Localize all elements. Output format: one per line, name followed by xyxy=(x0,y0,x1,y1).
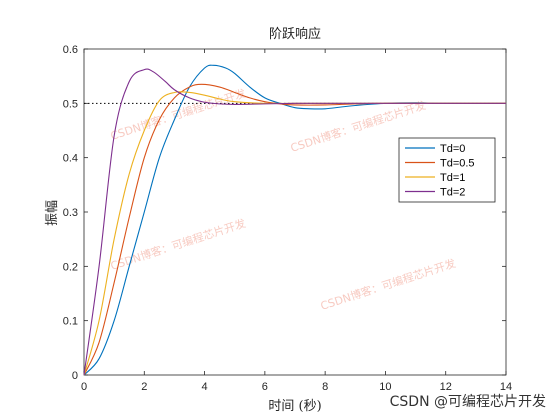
y-tick-label: 0.5 xyxy=(63,98,78,110)
x-tick-label: 10 xyxy=(379,381,391,393)
y-tick-label: 0 xyxy=(72,370,78,382)
footer-credit: CSDN @可编程芯片开发 xyxy=(390,394,546,410)
chart-title: 阶跃响应 xyxy=(269,26,321,42)
y-tick-label: 0.6 xyxy=(63,44,78,56)
y-tick-label: 0.1 xyxy=(63,316,78,328)
legend-label: Td=0.5 xyxy=(440,158,475,170)
legend: Td=0 Td=0.5 Td=1 Td=2 xyxy=(398,137,496,203)
legend-label: Td=1 xyxy=(440,172,465,184)
x-axis-label: 时间 (秒) xyxy=(268,399,321,414)
x-axis: 0 2 4 6 8 10 12 14 xyxy=(81,49,512,393)
x-tick-label: 12 xyxy=(440,381,452,393)
series-line-td-0-5 xyxy=(83,83,506,376)
y-tick-label: 0.2 xyxy=(63,261,78,273)
y-axis-label: 振幅 xyxy=(45,200,60,226)
legend-label: Td=2 xyxy=(440,187,465,199)
legend-label: Td=0 xyxy=(440,143,465,155)
y-axis: 0 0.1 0.2 0.3 0.4 0.5 0.6 xyxy=(63,44,506,382)
y-tick-label: 0.4 xyxy=(63,153,78,165)
x-tick-label: 14 xyxy=(500,381,512,393)
x-tick-label: 2 xyxy=(141,381,147,393)
x-tick-label: 8 xyxy=(322,381,328,393)
series-line-td-2 xyxy=(83,68,506,376)
y-tick-label: 0.3 xyxy=(63,207,78,219)
series-line-td-0 xyxy=(83,64,507,376)
plot-area xyxy=(83,48,507,376)
x-tick-label: 4 xyxy=(202,381,208,393)
x-tick-label: 0 xyxy=(81,381,87,393)
series-layer xyxy=(83,64,507,376)
x-tick-label: 6 xyxy=(262,381,268,393)
